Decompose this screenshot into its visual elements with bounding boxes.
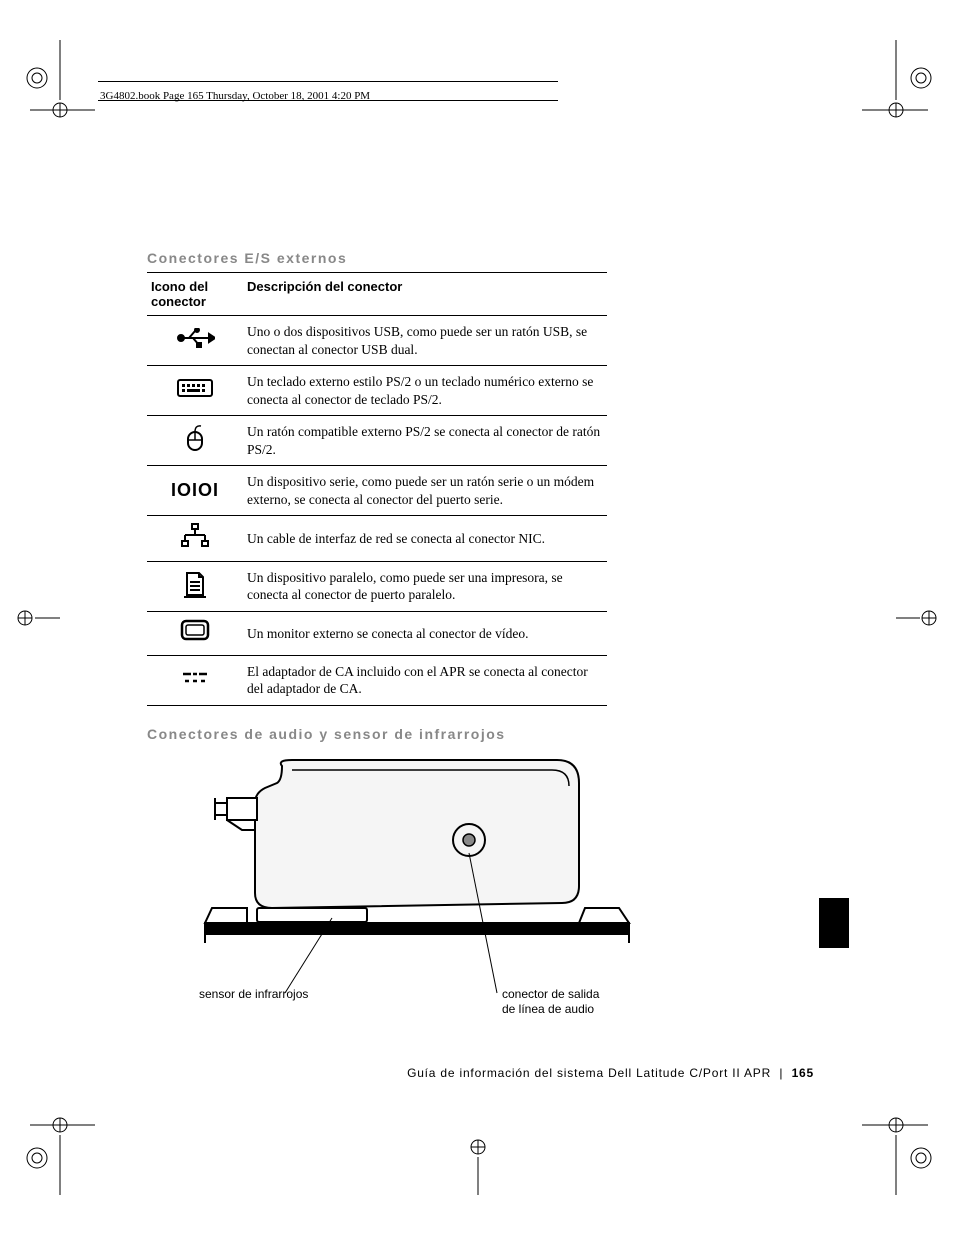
table-row: Uno o dos dispositivos USB, como puede s… — [147, 316, 607, 366]
section-title-connectors: Conectores E/S externos — [147, 250, 607, 266]
header-rule-top — [98, 81, 558, 82]
page-number: 165 — [792, 1066, 814, 1080]
parallel-icon — [147, 561, 243, 611]
col-header-icon: Icono del conector — [147, 273, 243, 316]
ac-adapter-icon — [147, 655, 243, 705]
keyboard-icon — [147, 366, 243, 416]
page-footer: Guía de información del sistema Dell Lat… — [407, 1066, 814, 1080]
row-desc: Un cable de interfaz de red se conecta a… — [243, 516, 607, 562]
usb-icon — [147, 316, 243, 366]
table-row: Un dispositivo paralelo, como puede ser … — [147, 561, 607, 611]
table-row: El adaptador de CA incluido con el APR s… — [147, 655, 607, 705]
footer-text: Guía de información del sistema Dell Lat… — [407, 1066, 771, 1080]
header-rule-bottom — [98, 100, 558, 101]
row-desc: Un teclado externo estilo PS/2 o un tecl… — [243, 366, 607, 416]
section-title-audio-ir: Conectores de audio y sensor de infrarro… — [147, 726, 607, 742]
table-row: Un monitor externo se conecta al conecto… — [147, 612, 607, 656]
connectors-table: Icono del conector Descripción del conec… — [147, 272, 607, 706]
serial-icon: IOIOI — [147, 466, 243, 516]
svg-text:de línea de audio: de línea de audio — [502, 1002, 594, 1016]
thumb-tab — [819, 898, 849, 948]
table-row: Un cable de interfaz de red se conecta a… — [147, 516, 607, 562]
label-audio-out: conector de salida — [502, 987, 600, 1001]
monitor-icon — [147, 612, 243, 656]
table-row: Un teclado externo estilo PS/2 o un tecl… — [147, 366, 607, 416]
label-ir-sensor: sensor de infrarrojos — [199, 987, 308, 1001]
table-row: IOIOI Un dispositivo serie, como puede s… — [147, 466, 607, 516]
col-header-desc: Descripción del conector — [243, 273, 607, 316]
footer-sep: | — [779, 1066, 783, 1080]
mouse-icon — [147, 416, 243, 466]
row-desc: El adaptador de CA incluido con el APR s… — [243, 655, 607, 705]
row-desc: Un ratón compatible externo PS/2 se cone… — [243, 416, 607, 466]
row-desc: Un dispositivo serie, como puede ser un … — [243, 466, 607, 516]
row-desc: Un dispositivo paralelo, como puede ser … — [243, 561, 607, 611]
device-diagram: sensor de infrarrojos conector de salida… — [197, 748, 647, 1033]
row-desc: Uno o dos dispositivos USB, como puede s… — [243, 316, 607, 366]
network-icon — [147, 516, 243, 562]
table-row: Un ratón compatible externo PS/2 se cone… — [147, 416, 607, 466]
row-desc: Un monitor externo se conecta al conecto… — [243, 612, 607, 656]
page-content: Conectores E/S externos Icono del conect… — [147, 250, 607, 1033]
